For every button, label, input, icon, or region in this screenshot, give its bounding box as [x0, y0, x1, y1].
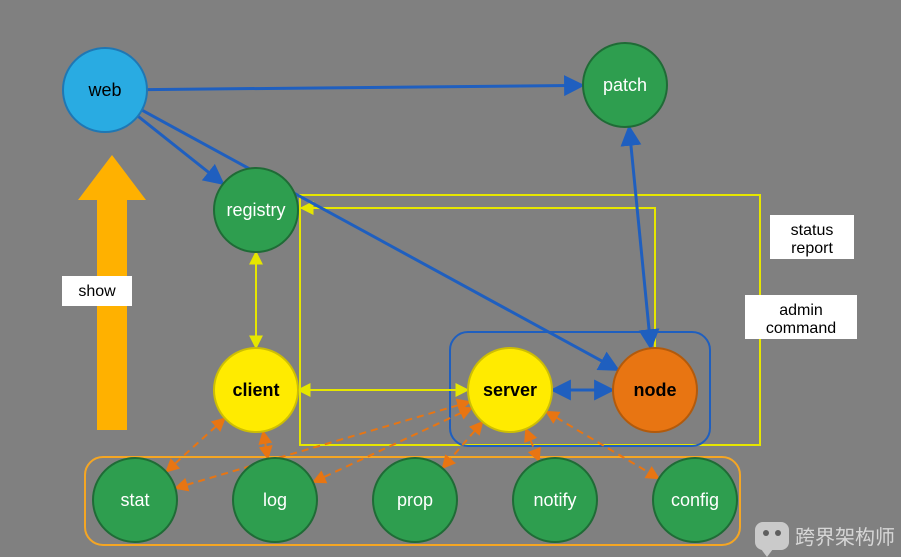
node-config: config	[653, 458, 737, 542]
node-web: web	[63, 48, 147, 132]
node-notify: notify	[513, 458, 597, 542]
node-stat-label: stat	[120, 490, 149, 510]
node-registry: registry	[214, 168, 298, 252]
node-client: client	[214, 348, 298, 432]
node-patch: patch	[583, 43, 667, 127]
architecture-diagram: showstatusreportadmincommandwebpatchregi…	[0, 0, 901, 556]
node-node: node	[613, 348, 697, 432]
node-client-label: client	[232, 380, 279, 400]
node-node-label: node	[634, 380, 677, 400]
node-server-label: server	[483, 380, 537, 400]
status-label: statusreport	[791, 222, 834, 257]
node-web-label: web	[87, 80, 121, 100]
node-server: server	[468, 348, 552, 432]
node-notify-label: notify	[533, 490, 576, 510]
show-label: show	[78, 283, 116, 300]
node-registry-label: registry	[226, 200, 285, 220]
node-prop-label: prop	[397, 490, 433, 510]
node-log: log	[233, 458, 317, 542]
node-stat: stat	[93, 458, 177, 542]
node-patch-label: patch	[603, 75, 647, 95]
node-log-label: log	[263, 490, 287, 510]
node-prop: prop	[373, 458, 457, 542]
node-config-label: config	[671, 490, 719, 510]
